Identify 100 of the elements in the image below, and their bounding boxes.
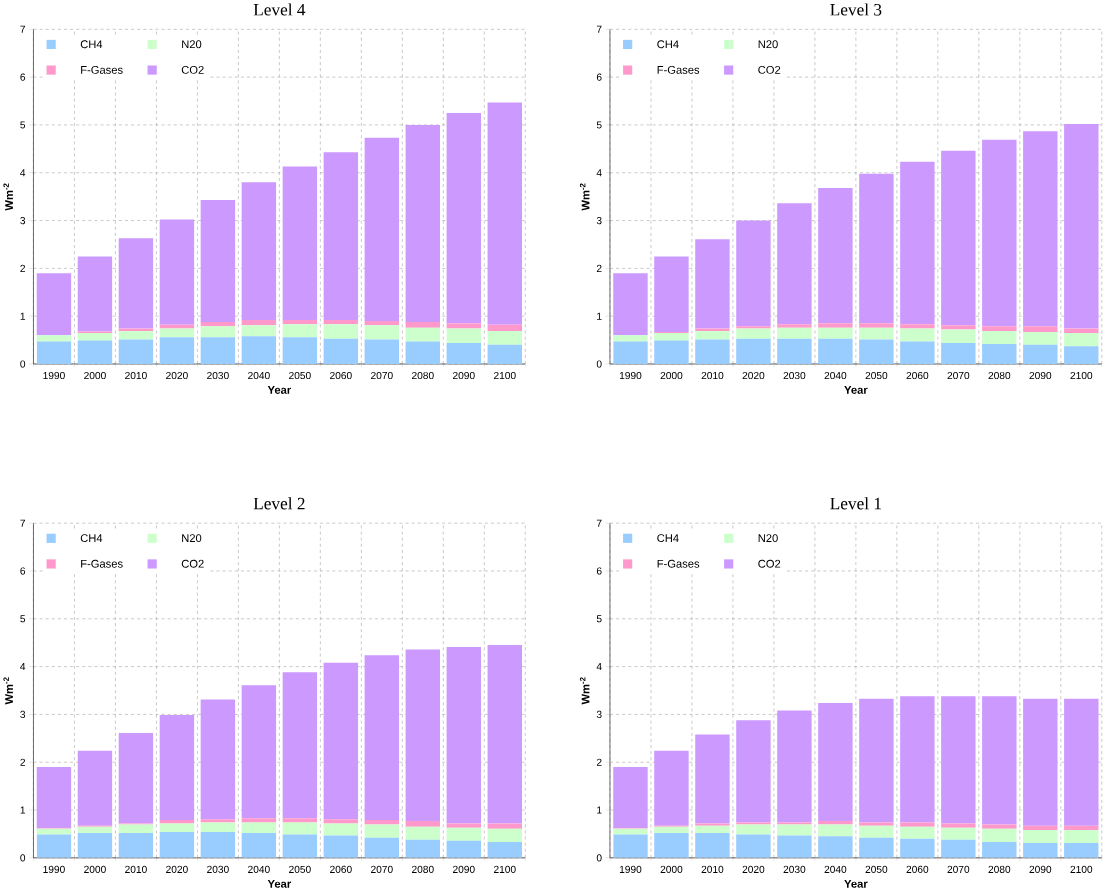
y-tick-label: 6 [20,567,26,575]
bar [982,343,1017,364]
bar [941,696,976,824]
bar [982,842,1017,858]
bar [941,839,976,858]
bar [982,326,1017,331]
bar [818,327,853,339]
y-tick-label: 7 [20,25,26,33]
x-axis-title: Year [267,879,292,888]
x-tick-label: 2010 [125,371,147,380]
x-tick-label: 2070 [947,371,970,380]
y-tick-label: 2 [596,758,602,766]
x-tick-label: 2060 [330,865,352,873]
bar [36,834,72,858]
bar [487,330,522,345]
bar [487,102,522,325]
bar [487,828,522,843]
bar [654,750,689,826]
legend-label: CH4 [80,40,103,49]
bar [77,332,113,341]
x-tick-label: 2050 [289,371,311,380]
bar [405,327,441,342]
bar [446,323,482,329]
x-tick-label: 2040 [824,371,847,380]
bar [446,342,482,364]
bar [405,820,441,827]
bar [364,137,400,321]
y-tick-label: 4 [20,663,26,671]
bar [364,824,400,838]
bar [323,823,359,836]
bar [446,646,482,824]
bar [77,832,113,858]
x-tick-label: 2020 [742,865,765,873]
x-tick-label: 2060 [906,865,929,873]
bar [1064,332,1099,347]
y-tick-label: 2 [20,758,26,766]
bar [736,834,771,858]
x-tick-label: 2080 [412,865,434,873]
x-tick-label: 2050 [865,865,888,873]
bar [241,325,277,337]
bar [364,820,400,825]
bar [200,321,236,327]
bar [241,818,277,823]
bar [982,824,1017,829]
bar [859,323,894,328]
bar [859,173,894,324]
bar [818,338,853,364]
legend-label: N20 [182,534,202,542]
bar [36,766,72,829]
x-axis-title: Year [267,386,292,394]
y-tick-label: 6 [596,567,602,575]
bar [446,112,482,324]
bar [446,840,482,858]
bar [282,324,318,338]
bar [777,203,812,325]
x-tick-label: 2070 [371,371,393,380]
x-tick-label: 2000 [660,371,683,380]
bar [118,824,154,833]
x-tick-label: 2090 [1029,371,1052,380]
y-tick-label: 7 [596,25,602,33]
legend-label: F-Gases [657,65,700,74]
bar [282,166,318,320]
x-tick-label: 2100 [493,371,516,380]
bar [36,828,72,835]
bar [941,150,976,326]
bar [487,324,522,331]
bar [282,319,318,325]
x-tick-label: 2050 [865,371,888,380]
bar [736,720,771,823]
bar [1023,131,1058,327]
bar [77,340,113,364]
bar [36,341,72,364]
bar [777,324,812,328]
bar [859,822,894,826]
bar [364,325,400,340]
bar [241,182,277,320]
x-tick-label: 2010 [125,865,147,873]
bar [405,341,441,364]
y-tick-label: 7 [596,519,602,527]
y-axis-title: Wm$^{-2}$ [3,677,13,705]
bar [613,766,648,829]
legend-label: N20 [182,40,202,49]
x-tick-label: 2040 [824,865,847,873]
bar [777,327,812,339]
bar [36,273,72,336]
y-tick-label: 1 [20,806,26,814]
chart-title: Level 1 [830,497,881,510]
y-tick-label: 5 [20,615,26,623]
bar [695,734,730,824]
bar [695,832,730,858]
y-tick-label: 4 [596,169,602,177]
bar [900,324,935,329]
y-tick-label: 4 [596,663,602,671]
bar [982,828,1017,843]
y-tick-label: 0 [20,360,26,368]
bar [282,818,318,823]
bar [323,324,359,339]
x-tick-label: 2070 [371,865,393,873]
y-tick-label: 3 [20,710,26,718]
x-tick-label: 2060 [330,371,352,380]
